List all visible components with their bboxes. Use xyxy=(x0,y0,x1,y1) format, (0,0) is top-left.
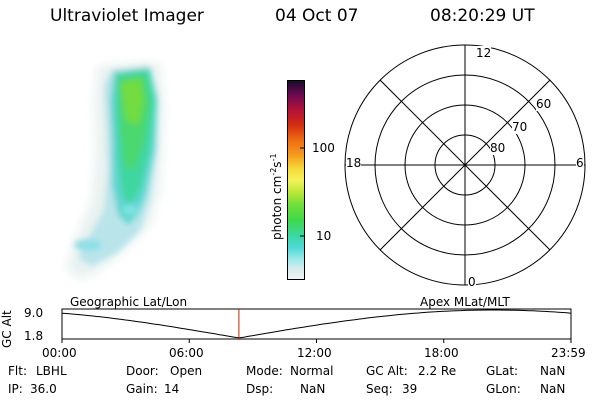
mlt-label-6: 6 xyxy=(576,156,584,170)
image-time: 08:20:29 UT xyxy=(430,6,535,26)
strip-y-min: 1.8 xyxy=(24,329,44,343)
instrument-title: Ultraviolet Imager xyxy=(50,6,204,26)
dsp-value: NaN xyxy=(300,382,326,396)
strip-x-tick-0600: 06:00 xyxy=(169,346,204,360)
altitude-curve xyxy=(61,309,572,339)
gain-label: Gain: xyxy=(126,382,158,396)
lat-label-60: 60 xyxy=(536,97,552,111)
door-label: Door: xyxy=(126,364,159,378)
gain-value: 14 xyxy=(164,382,180,396)
door-value: Open xyxy=(170,364,203,378)
strip-x-tick-1200: 12:00 xyxy=(297,346,332,360)
strip-x-tick-2359: 23:59 xyxy=(551,346,586,360)
flt-value: LBHL xyxy=(36,364,67,378)
strip-y-axis-label: GC Alt xyxy=(0,310,14,348)
mlt-label-18: 18 xyxy=(346,156,362,170)
strip-x-tick-0000: 00:00 xyxy=(42,346,77,360)
strip-x-tick-1800: 18:00 xyxy=(424,346,459,360)
lat-label-80: 80 xyxy=(490,141,506,155)
mlt-label-12: 12 xyxy=(476,46,492,60)
glat-label: GLat: xyxy=(486,364,519,378)
flt-label: Flt: xyxy=(8,364,27,378)
dsp-label: Dsp: xyxy=(246,382,274,396)
strip-y-max: 9.0 xyxy=(24,306,44,320)
seq-value: 39 xyxy=(402,382,418,396)
ip-value: 36.0 xyxy=(30,382,57,396)
colorbar-tick-10: 10 xyxy=(316,229,332,243)
gc-alt-value: 2.2 Re xyxy=(418,364,457,378)
glat-value: NaN xyxy=(540,364,566,378)
colorbar-tick-100: 100 xyxy=(312,141,335,155)
strip-right-title: Apex MLat/MLT xyxy=(420,295,510,309)
seq-label: Seq: xyxy=(366,382,393,396)
colorbar xyxy=(287,80,305,280)
glon-label: GLon: xyxy=(486,382,521,396)
glon-value: NaN xyxy=(540,382,566,396)
gc-alt-label: GC Alt: xyxy=(366,364,408,378)
mlt-label-0: 0 xyxy=(468,275,476,289)
mode-value: Normal xyxy=(290,364,334,378)
strip-left-title: Geographic Lat/Lon xyxy=(70,295,188,309)
image-date: 04 Oct 07 xyxy=(275,6,359,26)
mode-label: Mode: xyxy=(246,364,283,378)
colorbar-label: photon cm-2s-1 xyxy=(269,153,284,240)
lat-label-70: 70 xyxy=(512,120,528,134)
ip-label: IP: xyxy=(8,382,23,396)
